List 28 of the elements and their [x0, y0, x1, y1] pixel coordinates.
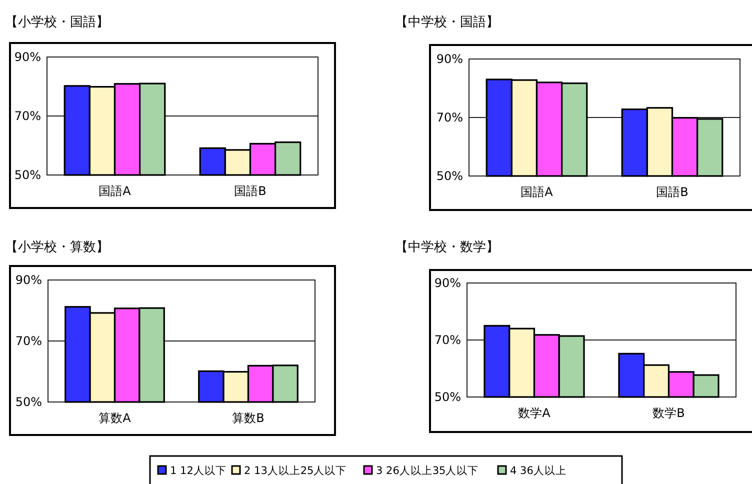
- chart-title: 【小学校・算数】: [5, 240, 109, 255]
- y-tick-label: 70%: [14, 109, 41, 123]
- y-tick-label: 70%: [434, 333, 461, 347]
- chart-title: 【中学校・数学】: [395, 240, 499, 255]
- legend-label: 4 36人以上: [510, 464, 566, 477]
- x-tick-label: 数学B: [652, 406, 685, 420]
- y-tick-label: 90%: [434, 276, 461, 290]
- x-tick-label: 国語A: [98, 184, 132, 198]
- y-tick-label: 50%: [434, 390, 461, 404]
- x-tick-label: 算数A: [98, 411, 132, 425]
- x-tick-label: 算数B: [232, 411, 264, 425]
- x-tick-label: 国語B: [656, 185, 688, 199]
- legend-label: 3 26人以上35人以下: [376, 464, 479, 477]
- legend-label: 2 13人以上25人以下: [244, 464, 347, 477]
- chart-title: 【中学校・国語】: [395, 15, 499, 30]
- y-tick-label: 50%: [15, 395, 42, 409]
- y-tick-label: 70%: [15, 334, 42, 348]
- y-tick-label: 90%: [14, 50, 41, 64]
- chart-title: 【小学校・国語】: [5, 15, 109, 30]
- x-tick-label: 国語A: [520, 185, 554, 199]
- y-tick-label: 70%: [436, 110, 463, 124]
- x-tick-label: 数学A: [518, 406, 552, 420]
- y-tick-label: 90%: [15, 273, 42, 287]
- y-tick-label: 50%: [436, 169, 463, 183]
- y-tick-label: 50%: [14, 168, 41, 182]
- legend-label: 1 12人以下: [170, 464, 226, 477]
- y-tick-label: 90%: [436, 52, 463, 66]
- x-tick-label: 国語B: [234, 184, 266, 198]
